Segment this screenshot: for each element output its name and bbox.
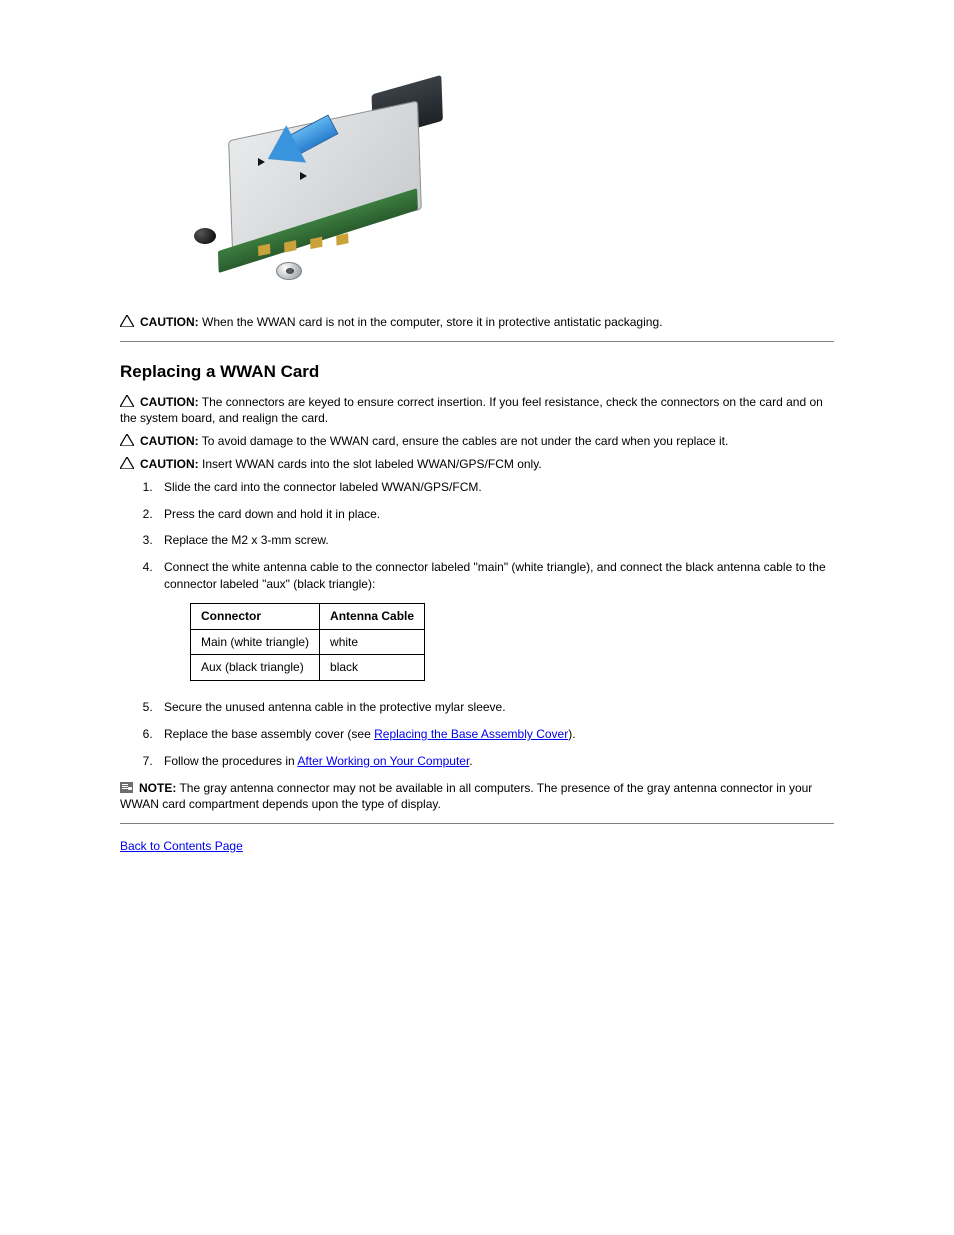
note-gray-antenna: NOTE: The gray antenna connector may not… [120,780,834,814]
step-5: Secure the unused antenna cable in the p… [156,699,834,716]
section-title-replacing-wwan: Replacing a WWAN Card [120,360,834,384]
replacement-steps: Slide the card into the connector labele… [120,479,834,770]
step-7-tail: . [469,754,472,768]
step-6-tail: ). [568,727,575,741]
step-6-lead: Replace the base assembly cover (see [164,727,374,741]
table-cell: black [320,655,425,681]
caution-triangle-icon [120,434,134,446]
caution-slot-label: CAUTION: Insert WWAN cards into the slot… [120,456,834,473]
note-icon [120,782,133,793]
section-divider [120,341,834,342]
caution-text: When the WWAN card is not in the compute… [202,315,662,329]
caution-prefix: CAUTION: [140,395,199,409]
caution-prefix: CAUTION: [140,457,199,471]
table-header-antenna: Antenna Cable [320,603,425,629]
table-cell: Main (white triangle) [191,629,320,655]
link-back-to-contents[interactable]: Back to Contents Page [120,839,243,853]
link-after-working[interactable]: After Working on Your Computer [297,754,469,768]
caution-triangle-icon [120,457,134,469]
step-7: Follow the procedures in After Working o… [156,753,834,770]
caution-prefix: CAUTION: [140,434,199,448]
caution-store-antistatic: CAUTION: When the WWAN card is not in th… [120,314,834,331]
table-header-connector: Connector [191,603,320,629]
link-replacing-base-cover[interactable]: Replacing the Base Assembly Cover [374,727,568,741]
table-cell: Aux (black triangle) [191,655,320,681]
note-prefix: NOTE: [139,781,176,795]
caution-text: The connectors are keyed to ensure corre… [120,395,823,426]
step-6: Replace the base assembly cover (see Rep… [156,726,834,743]
step-4: Connect the white antenna cable to the c… [156,559,834,681]
caution-text: To avoid damage to the WWAN card, ensure… [202,434,729,448]
note-text: The gray antenna connector may not be av… [120,781,812,812]
step-7-lead: Follow the procedures in [164,754,297,768]
step-4-text: Connect the white antenna cable to the c… [164,560,826,591]
wwan-card-illustration [120,0,834,310]
caution-text: Insert WWAN cards into the slot labeled … [202,457,542,471]
caution-cables-under-card: CAUTION: To avoid damage to the WWAN car… [120,433,834,450]
section-divider-bottom [120,823,834,824]
table-cell: white [320,629,425,655]
caution-triangle-icon [120,315,134,327]
caution-keyed-connectors: CAUTION: The connectors are keyed to ens… [120,394,834,428]
antenna-connector-table: Connector Antenna Cable Main (white tria… [190,603,425,681]
step-2: Press the card down and hold it in place… [156,506,834,523]
step-3: Replace the M2 x 3-mm screw. [156,532,834,549]
caution-prefix: CAUTION: [140,315,199,329]
step-1: Slide the card into the connector labele… [156,479,834,496]
caution-triangle-icon [120,395,134,407]
